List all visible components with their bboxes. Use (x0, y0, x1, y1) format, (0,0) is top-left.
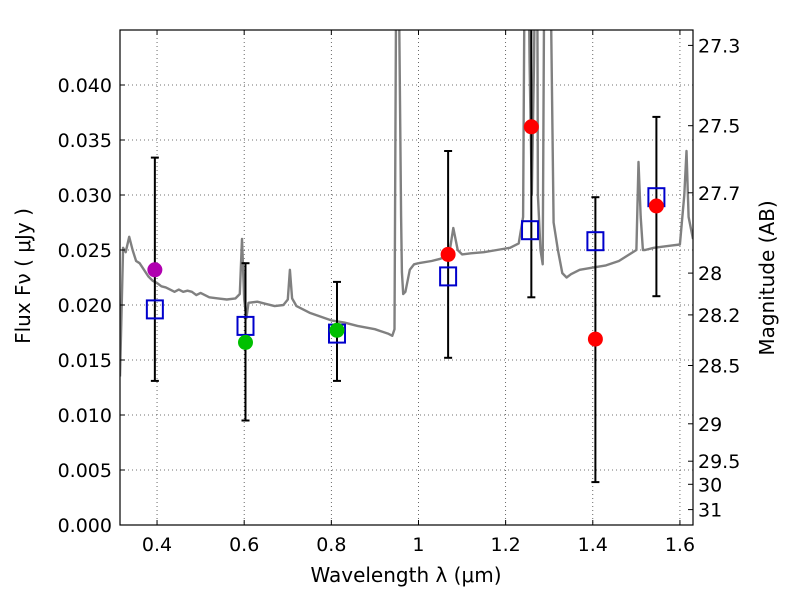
x-axis-title: Wavelength λ (μm) (310, 563, 501, 587)
axis-ticks: 0.4 0.6 0.8 1 1.2 1.4 1.6 0.000 0.005 0.010 0.015 0… (58, 30, 740, 556)
observed-point-3 (440, 246, 456, 262)
y-tick-label-8: 0.040 (58, 75, 112, 97)
y-tick-label-0: 0.000 (58, 515, 112, 537)
y2-tick-label-9: 31 (698, 500, 722, 522)
observed-point-1 (237, 334, 253, 350)
x-tick-label-1: 0.6 (229, 534, 259, 556)
spectrum-series (120, 30, 693, 377)
spectrum-line (120, 30, 693, 377)
y2-axis-title: Magnitude (AB) (755, 200, 779, 355)
y-tick-label-4: 0.020 (58, 295, 112, 317)
model-point-4 (521, 220, 540, 241)
y2-tick-label-7: 29.5 (698, 451, 740, 473)
grid (120, 30, 693, 526)
plot-frame (119, 29, 694, 526)
y2-tick-label-8: 30 (698, 474, 722, 496)
y-tick-label-7: 0.035 (58, 130, 112, 152)
y2-tick-label-5: 28.5 (698, 356, 740, 378)
model-point-0 (145, 299, 164, 320)
model-point-5 (586, 231, 605, 252)
y2-tick-label-6: 29 (698, 414, 722, 436)
y-tick-label-3: 0.015 (58, 350, 112, 372)
y2-tick-label-2: 27.7 (698, 183, 740, 205)
y2-tick-label-4: 28.2 (698, 305, 740, 327)
observed-point-4 (523, 119, 539, 135)
errorbar-series (150, 30, 661, 484)
y-axis-title: Flux Fν ( μJy ) (11, 208, 35, 344)
model-point-series (145, 187, 666, 344)
y2-tick-label-3: 28 (698, 263, 722, 285)
x-tick-label-2: 0.8 (316, 534, 346, 556)
x-tick-label-4: 1.2 (491, 534, 521, 556)
observed-point-series (147, 119, 664, 350)
observed-point-5 (587, 331, 603, 347)
x-tick-label-3: 1 (412, 534, 424, 556)
observed-point-6 (648, 198, 664, 214)
y-tick-label-2: 0.010 (58, 405, 112, 427)
y-tick-label-5: 0.025 (58, 240, 112, 262)
observed-point-2 (329, 322, 345, 338)
y-tick-label-1: 0.005 (58, 460, 112, 482)
y-tick-label-6: 0.030 (58, 185, 112, 207)
x-tick-label-0: 0.4 (142, 534, 172, 556)
y2-tick-label-0: 27.3 (698, 35, 740, 57)
y2-tick-label-1: 27.5 (698, 116, 740, 138)
model-point-3 (439, 266, 458, 287)
observed-point-0 (147, 262, 163, 278)
x-tick-label-6: 1.6 (665, 534, 695, 556)
x-tick-label-5: 1.4 (578, 534, 608, 556)
